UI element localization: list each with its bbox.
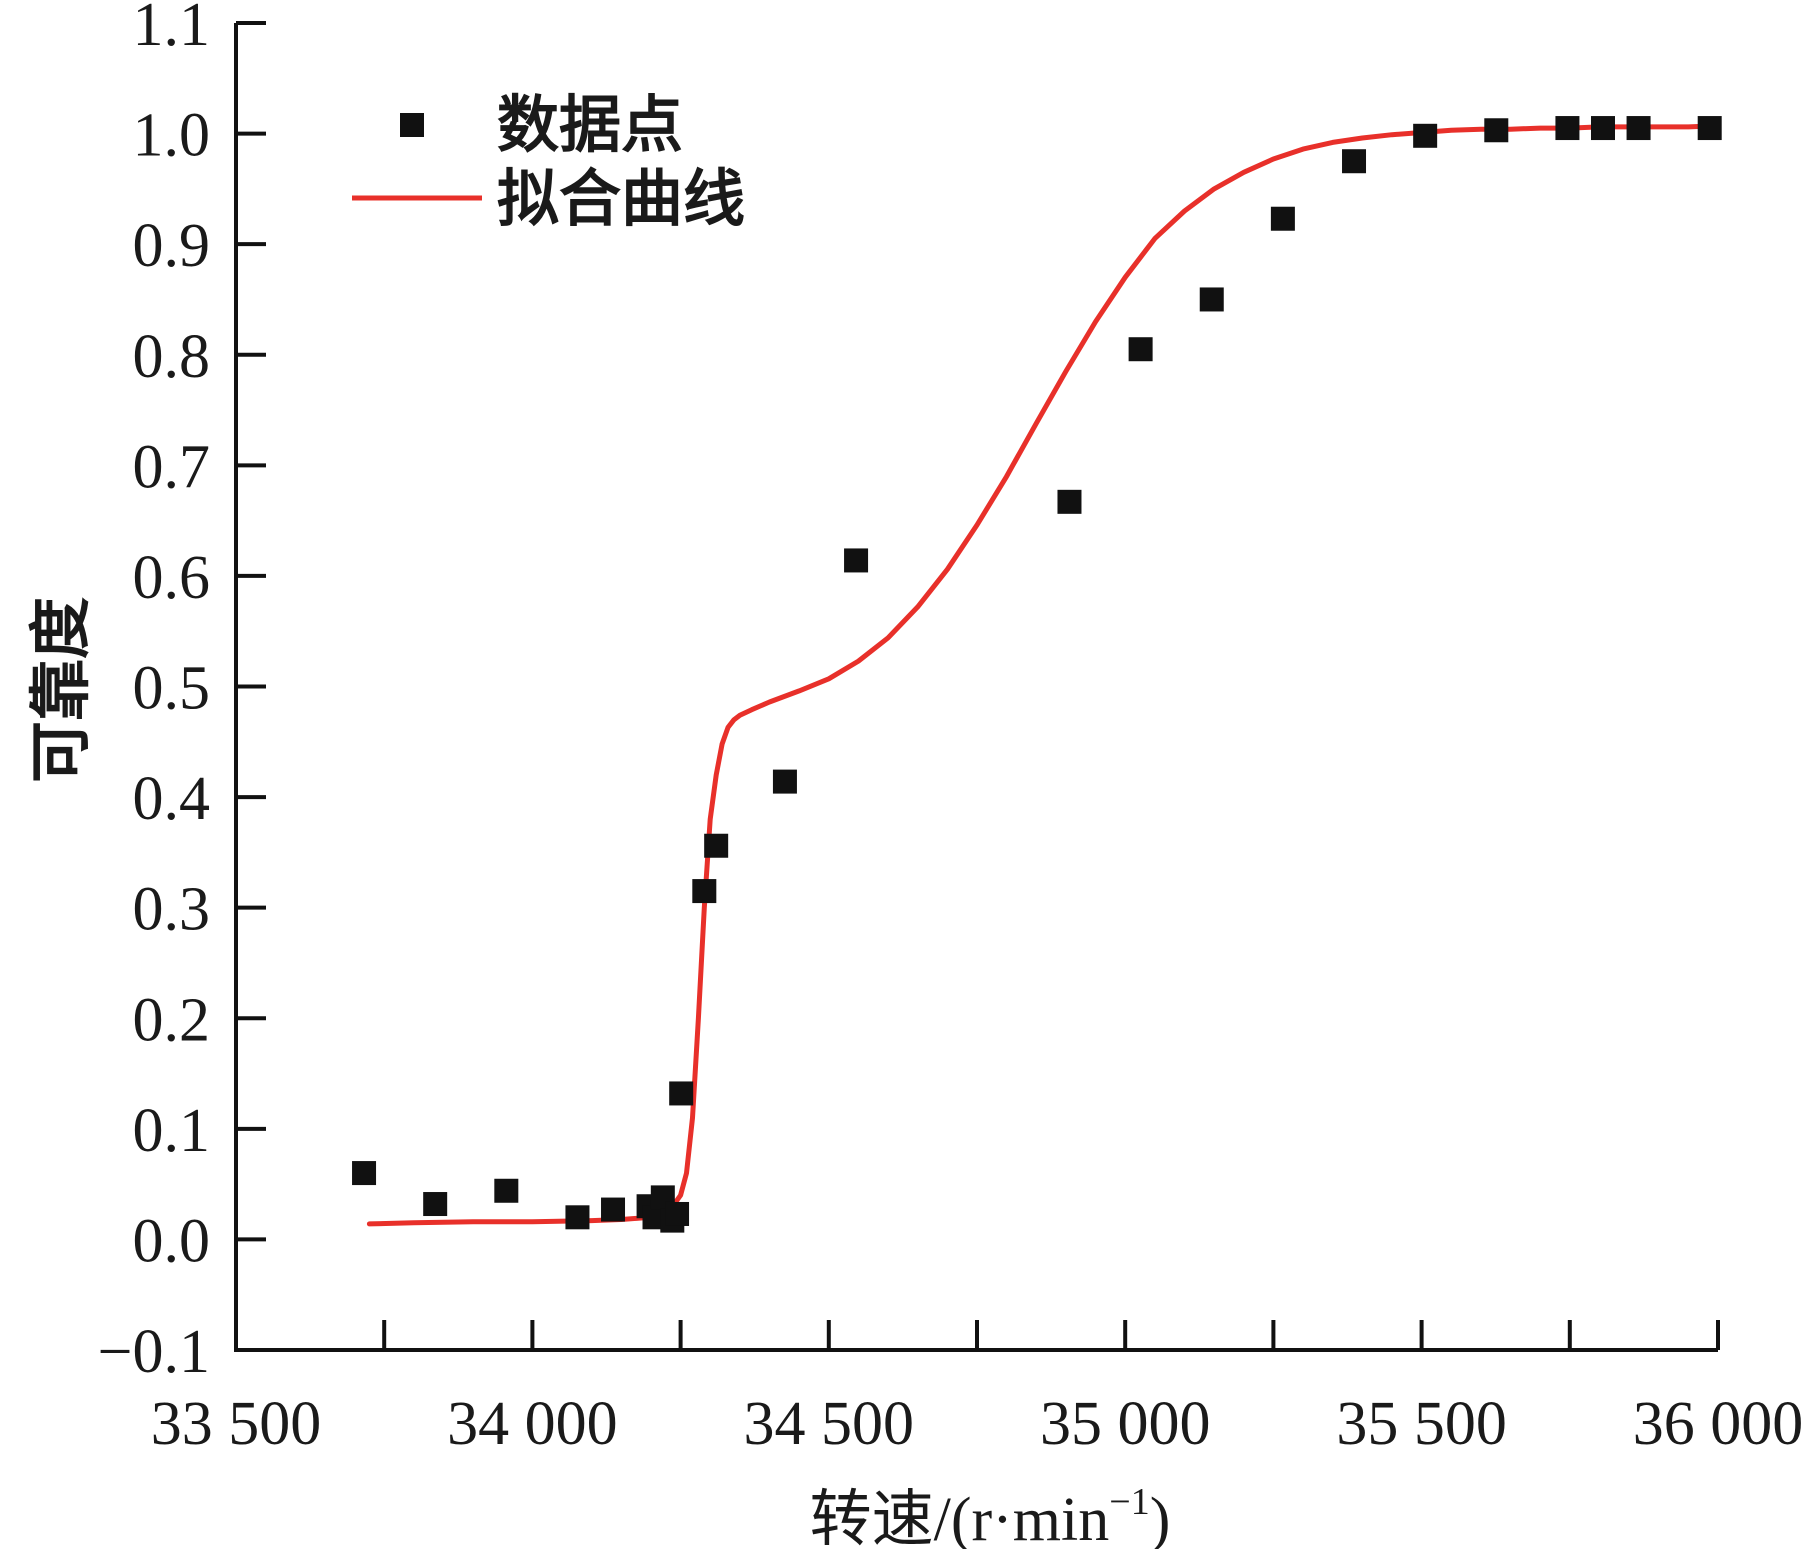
y-tick-label: 1.1 [133, 0, 211, 59]
y-axis-title: 可靠度 [24, 597, 97, 783]
y-tick-label: 0.0 [133, 1207, 211, 1275]
legend-label-fit: 拟合曲线 [497, 162, 745, 235]
y-tick-label: 0.6 [133, 544, 211, 612]
data-point [844, 548, 869, 573]
data-point [352, 1161, 377, 1186]
y-tick-label: 0.1 [133, 1097, 211, 1165]
data-point [1057, 489, 1082, 514]
data-point [1590, 116, 1615, 141]
x-tick-label: 33 500 [151, 1390, 322, 1458]
x-tick-label: 34 500 [744, 1390, 915, 1458]
data-points-layer [352, 116, 1722, 1233]
y-tick-label: 0.4 [133, 765, 211, 833]
y-tick-label: 1.0 [133, 102, 211, 170]
x-tick-label: 36 000 [1633, 1390, 1804, 1458]
y-tick-label: 0.5 [133, 655, 211, 723]
data-point [1413, 123, 1438, 148]
y-tick-label: 0.9 [133, 212, 211, 280]
data-point [494, 1178, 519, 1203]
data-point [1199, 287, 1224, 312]
data-point [1342, 149, 1367, 174]
data-point [692, 879, 717, 904]
fit-curve-line [366, 123, 1721, 1227]
x-tick-label: 35 500 [1336, 1390, 1507, 1458]
data-point [1484, 118, 1509, 143]
data-point [1128, 337, 1153, 362]
legend-label-points: 数据点 [497, 88, 683, 161]
x-tick-label: 35 000 [1040, 1390, 1211, 1458]
y-tick-label: 0.7 [133, 433, 211, 501]
y-tick-label: 0.8 [133, 323, 211, 391]
axes: −0.1 0.0 0.1 0.2 0.3 0.4 0.5 0.6 0.7 0.8 0.9 1.0 1.1… [98, 0, 1804, 1458]
data-point [772, 769, 797, 794]
fit-curve-layer [366, 123, 1721, 1227]
data-point [704, 833, 729, 858]
data-point [565, 1205, 590, 1230]
data-point [1697, 116, 1722, 141]
data-point [669, 1081, 694, 1106]
y-tick-label: 0.3 [133, 876, 211, 944]
y-tick-label: −0.1 [98, 1318, 210, 1386]
data-point [1270, 206, 1295, 231]
data-point [665, 1201, 690, 1226]
y-tick-label: 0.2 [133, 986, 211, 1054]
data-point [1555, 116, 1580, 141]
data-point [423, 1192, 448, 1217]
x-axis-title: 转速/(r·min−1) [810, 1481, 1171, 1549]
data-point [601, 1197, 626, 1222]
data-point [1626, 116, 1651, 141]
legend-marker-icon [400, 113, 424, 137]
x-tick-label: 34 000 [447, 1390, 618, 1458]
